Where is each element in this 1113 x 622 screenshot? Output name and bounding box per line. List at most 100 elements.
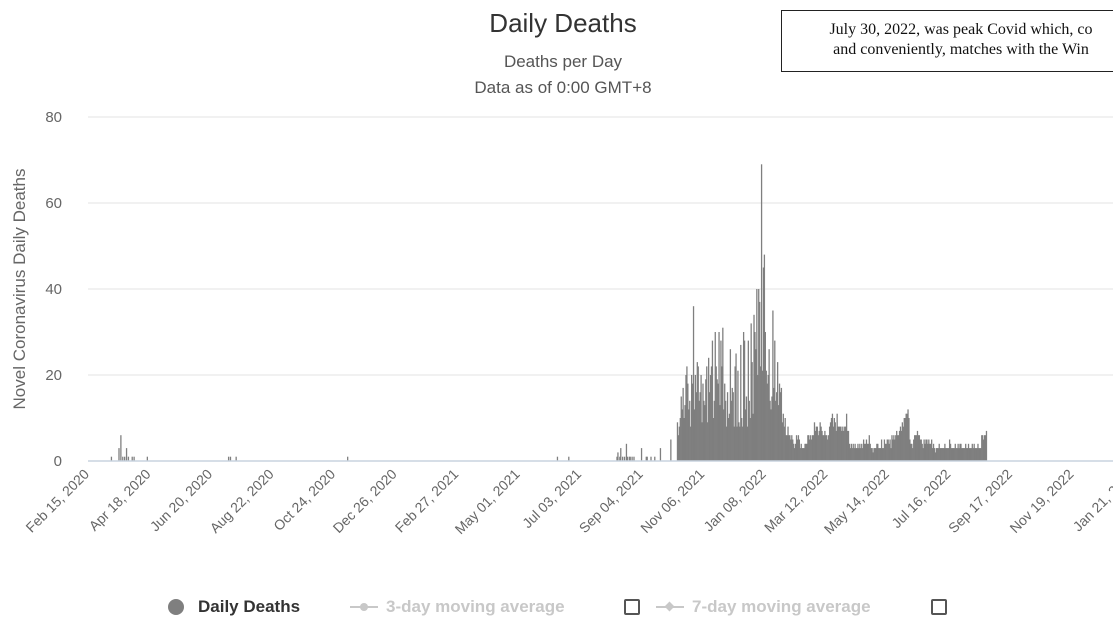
bar	[950, 448, 953, 461]
bar	[805, 443, 807, 461]
annotation-line-1: July 30, 2022, was peak Covid which, co	[829, 21, 1093, 38]
bar	[922, 448, 924, 461]
bar	[828, 426, 831, 461]
bar	[767, 375, 769, 461]
x-tick-label: Aug 22, 2020	[207, 466, 277, 536]
bar	[947, 448, 949, 461]
bar	[962, 448, 964, 461]
bar	[878, 448, 880, 461]
bar	[815, 426, 818, 461]
bar	[686, 366, 688, 461]
x-tick-label: Oct 24, 2020	[270, 466, 338, 534]
legend-item-3-day-average[interactable]: 3-day moving average	[350, 592, 565, 622]
bar	[786, 435, 788, 461]
bar	[836, 413, 838, 461]
bar	[726, 392, 729, 461]
bar	[710, 366, 713, 461]
bar	[687, 383, 689, 461]
bar	[898, 430, 901, 461]
bar	[712, 418, 715, 461]
bar	[792, 439, 794, 461]
bar	[977, 443, 979, 461]
bar	[917, 435, 920, 461]
bar	[894, 439, 896, 461]
bar	[957, 443, 959, 461]
bar	[631, 456, 633, 461]
bar	[709, 375, 712, 461]
legend-item-7-day-average[interactable]: 7-day moving average	[656, 592, 871, 622]
y-tick-label: 80	[45, 109, 62, 126]
bar	[705, 379, 707, 461]
bar	[697, 366, 699, 461]
bar	[750, 323, 752, 461]
bar	[633, 456, 635, 461]
bar	[706, 366, 708, 461]
bar	[867, 443, 869, 461]
bar	[849, 448, 852, 461]
bar	[931, 448, 934, 461]
bar	[822, 435, 824, 461]
bar	[787, 426, 789, 461]
bar	[681, 409, 683, 461]
y-tick-label: 40	[45, 281, 62, 298]
bar	[700, 375, 702, 461]
bar	[933, 448, 936, 461]
bar	[744, 409, 747, 461]
bar	[684, 405, 686, 461]
bar	[883, 439, 886, 461]
bar	[817, 435, 819, 461]
bar	[691, 375, 693, 461]
bar	[707, 422, 709, 461]
bar	[936, 448, 938, 461]
bar	[731, 387, 733, 461]
bar	[955, 448, 957, 461]
bar	[899, 426, 902, 461]
bar	[905, 413, 907, 461]
bar	[983, 435, 986, 461]
bar	[880, 439, 883, 461]
bar	[720, 340, 722, 461]
bar	[800, 443, 802, 461]
bar	[959, 443, 961, 461]
bar	[765, 370, 767, 461]
bar	[927, 443, 929, 461]
bar	[785, 435, 787, 461]
bar	[948, 439, 951, 461]
bar	[943, 448, 945, 461]
bar	[771, 396, 773, 461]
bar	[819, 422, 821, 461]
bar	[719, 405, 721, 461]
bar	[773, 387, 775, 461]
bar	[930, 443, 932, 461]
bar	[958, 448, 960, 461]
bar	[824, 430, 826, 461]
legend-item-daily-deaths[interactable]: Daily Deaths	[168, 592, 300, 622]
checkbox-3-day-average[interactable]	[624, 592, 640, 622]
x-tick-label: Jul 16, 2022	[888, 466, 953, 531]
bar	[645, 456, 647, 461]
bar	[913, 439, 915, 461]
bar	[728, 413, 731, 461]
bar	[721, 366, 723, 461]
bar	[887, 439, 889, 461]
bar	[973, 443, 975, 461]
bar	[872, 452, 874, 461]
bar	[732, 392, 734, 461]
bar	[807, 435, 809, 461]
bar	[923, 439, 925, 461]
bar	[617, 452, 619, 461]
bar	[965, 448, 968, 461]
bar	[772, 310, 774, 461]
bar	[920, 439, 922, 461]
bar	[869, 443, 871, 461]
bar	[625, 443, 628, 461]
bar	[951, 448, 954, 461]
bar	[804, 443, 806, 461]
bar	[774, 340, 776, 461]
bar	[229, 456, 232, 461]
checkbox-7-day-average[interactable]	[931, 592, 947, 622]
bar	[980, 448, 982, 461]
bar	[742, 426, 744, 461]
bar	[797, 435, 800, 461]
